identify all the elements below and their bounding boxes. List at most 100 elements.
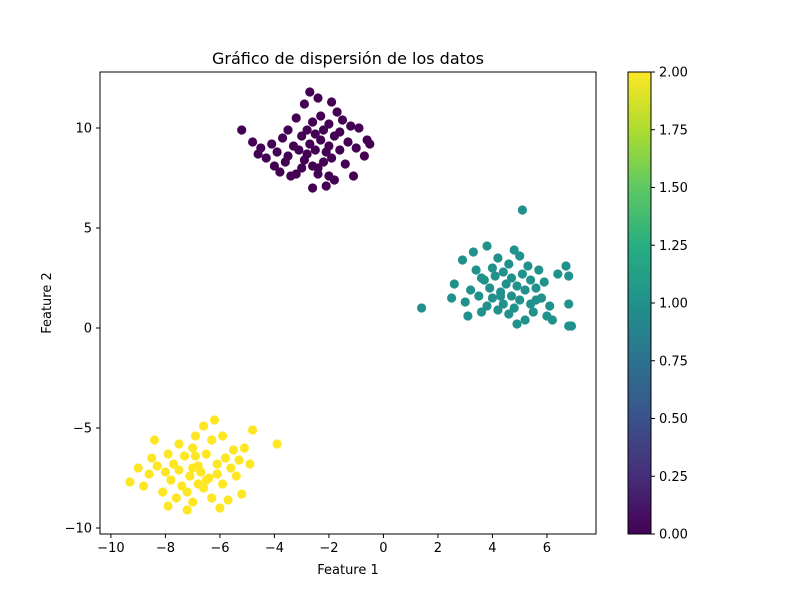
data-point-class-2 — [133, 463, 143, 473]
data-point-class-1 — [457, 255, 468, 265]
data-point-class-0 — [291, 113, 301, 123]
y-tick-label: 5 — [84, 222, 92, 237]
colorbar-gradient — [627, 71, 652, 535]
x-tick-label: −4 — [265, 541, 284, 556]
data-point-class-2 — [188, 497, 198, 507]
y-tick-label: 0 — [84, 322, 92, 337]
x-axis-label: Feature 1 — [317, 563, 379, 578]
y-tick-label: −5 — [73, 422, 92, 437]
data-point-class-1 — [515, 251, 525, 261]
data-point-class-2 — [160, 467, 170, 477]
data-point-class-0 — [305, 139, 315, 149]
data-point-class-2 — [237, 489, 247, 499]
data-point-class-1 — [564, 299, 574, 309]
points-layer — [125, 87, 577, 515]
data-point-class-2 — [226, 463, 236, 473]
data-point-class-0 — [313, 163, 323, 173]
data-point-class-2 — [228, 445, 239, 455]
data-point-class-1 — [547, 315, 558, 325]
colorbar-tick-label: 1.50 — [659, 181, 688, 196]
x-tick-label: 6 — [543, 541, 551, 556]
data-point-class-0 — [365, 139, 375, 149]
data-point-class-1 — [485, 283, 495, 293]
colorbar-tick-label: 0.00 — [659, 528, 688, 543]
x-tick-label: 2 — [434, 541, 442, 556]
data-point-class-0 — [275, 167, 285, 177]
data-point-class-1 — [493, 305, 503, 315]
data-point-class-1 — [553, 269, 563, 279]
data-point-class-2 — [174, 465, 184, 475]
data-point-class-1 — [520, 315, 530, 325]
data-point-class-1 — [487, 263, 497, 273]
data-point-class-1 — [468, 247, 478, 257]
data-point-class-1 — [534, 265, 544, 275]
data-point-class-2 — [234, 455, 244, 465]
data-point-class-2 — [207, 493, 217, 503]
y-axis-label: Feature 2 — [40, 272, 55, 334]
data-point-class-2 — [212, 469, 222, 479]
data-point-class-0 — [253, 149, 263, 159]
data-point-class-1 — [490, 271, 500, 281]
data-point-class-2 — [272, 439, 282, 449]
data-point-class-0 — [346, 121, 356, 131]
data-point-class-0 — [297, 163, 307, 173]
data-point-class-1 — [482, 301, 492, 311]
data-point-class-1 — [517, 205, 528, 215]
data-point-class-1 — [487, 293, 497, 303]
data-point-class-2 — [158, 487, 168, 497]
data-point-class-1 — [498, 299, 508, 309]
data-point-class-0 — [324, 171, 334, 181]
data-point-class-0 — [299, 99, 309, 109]
data-point-class-0 — [318, 125, 329, 135]
colorbar-tick-label: 0.75 — [659, 354, 688, 369]
data-point-class-2 — [239, 443, 249, 453]
data-point-class-2 — [147, 453, 157, 463]
data-point-class-0 — [316, 111, 326, 121]
data-point-class-1 — [520, 285, 530, 295]
data-point-class-2 — [199, 421, 209, 431]
data-point-class-1 — [561, 261, 571, 271]
data-point-class-2 — [188, 443, 198, 453]
data-point-class-1 — [517, 269, 528, 279]
data-point-class-1 — [506, 291, 517, 301]
data-point-class-0 — [351, 143, 361, 153]
data-point-class-0 — [337, 115, 348, 125]
data-point-class-0 — [324, 141, 334, 151]
data-point-class-1 — [545, 301, 555, 311]
data-point-class-1 — [476, 273, 487, 283]
data-point-class-2 — [188, 463, 198, 473]
data-point-class-1 — [564, 271, 574, 281]
data-point-class-2 — [139, 481, 149, 491]
data-point-class-2 — [201, 475, 211, 485]
colorbar-tick-label: 0.50 — [659, 412, 688, 427]
data-point-class-1 — [526, 275, 536, 285]
data-point-class-2 — [218, 479, 228, 489]
data-point-class-2 — [231, 471, 241, 481]
data-point-class-1 — [493, 253, 503, 263]
data-point-class-2 — [190, 451, 200, 461]
data-point-class-0 — [272, 147, 282, 157]
data-point-class-1 — [509, 303, 519, 313]
data-point-class-2 — [199, 483, 209, 493]
data-point-class-1 — [512, 281, 522, 291]
data-point-class-2 — [182, 487, 192, 497]
data-point-class-1 — [482, 241, 492, 251]
data-point-class-2 — [190, 431, 200, 441]
data-point-class-2 — [177, 481, 187, 491]
data-point-class-0 — [278, 133, 288, 143]
data-point-class-1 — [460, 297, 470, 307]
data-point-class-1 — [504, 259, 514, 269]
data-point-class-0 — [305, 87, 315, 97]
data-point-class-2 — [245, 459, 255, 469]
data-point-class-0 — [291, 169, 301, 179]
data-point-class-0 — [354, 123, 364, 133]
data-point-class-1 — [498, 267, 508, 277]
data-point-class-0 — [269, 161, 279, 171]
data-point-class-0 — [335, 127, 345, 137]
data-point-class-0 — [267, 139, 277, 149]
data-point-class-0 — [332, 107, 342, 117]
data-point-class-1 — [566, 321, 577, 331]
data-point-class-2 — [152, 461, 162, 471]
data-point-class-1 — [476, 307, 487, 317]
data-point-class-1 — [466, 285, 476, 295]
